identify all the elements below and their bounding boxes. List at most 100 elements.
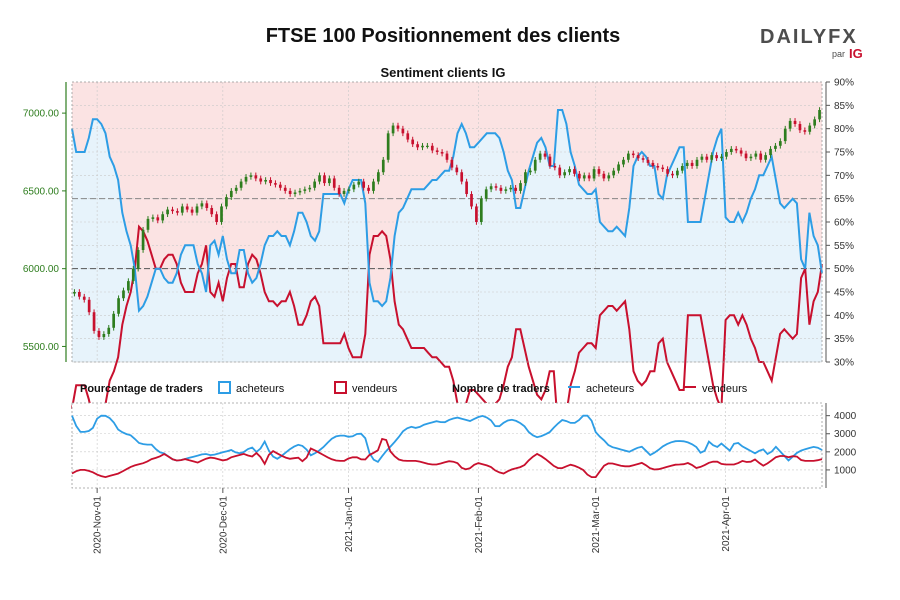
candle-body	[582, 175, 586, 179]
pct-tick-label: 65%	[834, 194, 854, 205]
pct-tick-label: 50%	[834, 264, 854, 275]
candle-body	[720, 156, 723, 159]
legend-pct-short-swatch	[334, 381, 347, 394]
candle-body	[578, 173, 581, 179]
candle-body	[362, 181, 366, 188]
candle-body	[617, 164, 620, 171]
candle-body	[764, 155, 767, 160]
candle-body	[739, 150, 743, 154]
candle-body	[278, 184, 282, 188]
candle-body	[122, 290, 125, 299]
dailyfx-logo: DAILYFX par IG	[760, 26, 863, 61]
candle-body	[102, 334, 106, 338]
candle-body	[680, 166, 684, 171]
candle-body	[661, 167, 665, 170]
candle-body	[734, 148, 738, 151]
candle-body	[528, 170, 532, 173]
date-axis: 2020-Nov-01 2020-Dec-01 2021-Jan-01 2021-Fe…	[93, 488, 732, 554]
date-tick-label: 2021-Mar-01	[591, 496, 602, 554]
long-area-fill	[72, 110, 822, 362]
candle-body	[646, 159, 650, 163]
candle-body	[381, 159, 385, 173]
candle-body	[264, 180, 267, 182]
candle-body	[215, 214, 218, 222]
candle-body	[499, 187, 503, 191]
legend-pct-long-swatch	[218, 381, 231, 394]
candle-body	[426, 145, 429, 147]
pct-tick-label: 35%	[834, 334, 854, 345]
logo-by: par	[832, 49, 845, 59]
candle-body	[568, 169, 571, 173]
candle-body	[161, 214, 165, 221]
candle-body	[372, 181, 375, 191]
pct-tick-label: 40%	[834, 311, 854, 322]
candle-body	[636, 155, 640, 159]
candle-body	[592, 169, 596, 179]
candle-body	[185, 206, 189, 210]
pct-tick-label: 70%	[834, 171, 854, 182]
candle-body	[543, 153, 547, 157]
short-count-line	[71, 437, 823, 479]
candle-body	[818, 110, 821, 120]
candle-body	[587, 175, 591, 179]
candle-body	[676, 170, 679, 176]
candle-body	[92, 312, 96, 331]
candle-body	[288, 190, 292, 194]
candle-body	[783, 128, 787, 142]
candle-body	[573, 169, 576, 174]
candle-body	[328, 178, 331, 184]
candle-body	[808, 125, 812, 132]
candle-body	[308, 187, 312, 190]
candle-body	[166, 209, 169, 215]
candle-body	[749, 156, 753, 159]
candle-body	[475, 206, 478, 222]
candle-body	[406, 133, 410, 140]
candle-body	[377, 172, 380, 182]
candle-body	[754, 153, 758, 157]
candle-body	[793, 120, 797, 124]
candle-body	[627, 153, 630, 160]
candle-body	[774, 145, 777, 149]
pct-tick-label: 80%	[834, 124, 854, 135]
candle-body	[229, 190, 233, 198]
candle-body	[200, 203, 204, 207]
candle-body	[401, 128, 405, 134]
candle-body	[87, 299, 91, 313]
candle-body	[127, 281, 130, 291]
date-tick-label: 2021-Apr-01	[721, 496, 732, 552]
candle-body	[131, 268, 135, 282]
candle-body	[225, 197, 228, 207]
candle-body	[504, 189, 508, 191]
pct-tick-label: 75%	[834, 148, 854, 159]
candle-body	[440, 152, 444, 154]
count-plot-frame	[71, 402, 823, 489]
candle-body	[244, 176, 248, 182]
candle-body	[450, 159, 454, 168]
candle-body	[435, 150, 439, 152]
candle-body	[332, 178, 336, 188]
candle-body	[367, 187, 370, 191]
candle-body	[651, 162, 655, 166]
legend-pct-long: acheteurs	[236, 383, 285, 395]
candle-body	[259, 178, 263, 182]
candle-body	[136, 250, 140, 269]
candle-body	[274, 183, 277, 185]
candle-body	[671, 173, 674, 176]
candle-body	[146, 218, 150, 230]
logo-ig: IG	[849, 46, 863, 61]
date-tick-label: 2020-Dec-01	[218, 496, 229, 554]
candle-body	[298, 190, 302, 193]
candle-body	[141, 229, 145, 250]
candle-body	[612, 170, 616, 176]
legend: Pourcentage de traders acheteurs vendeur…	[80, 381, 748, 395]
candle-body	[411, 139, 415, 145]
candle-body	[602, 173, 606, 179]
candle-body	[97, 330, 101, 338]
legend-pct-short: vendeurs	[352, 383, 398, 395]
candle-body	[759, 153, 763, 160]
candle-body	[710, 155, 714, 160]
main-plot: 5500.00 6000.00 6500.00 7000.00 30% 35% 40% 45%…	[23, 78, 854, 429]
date-tick-label: 2021-Feb-01	[474, 496, 485, 554]
